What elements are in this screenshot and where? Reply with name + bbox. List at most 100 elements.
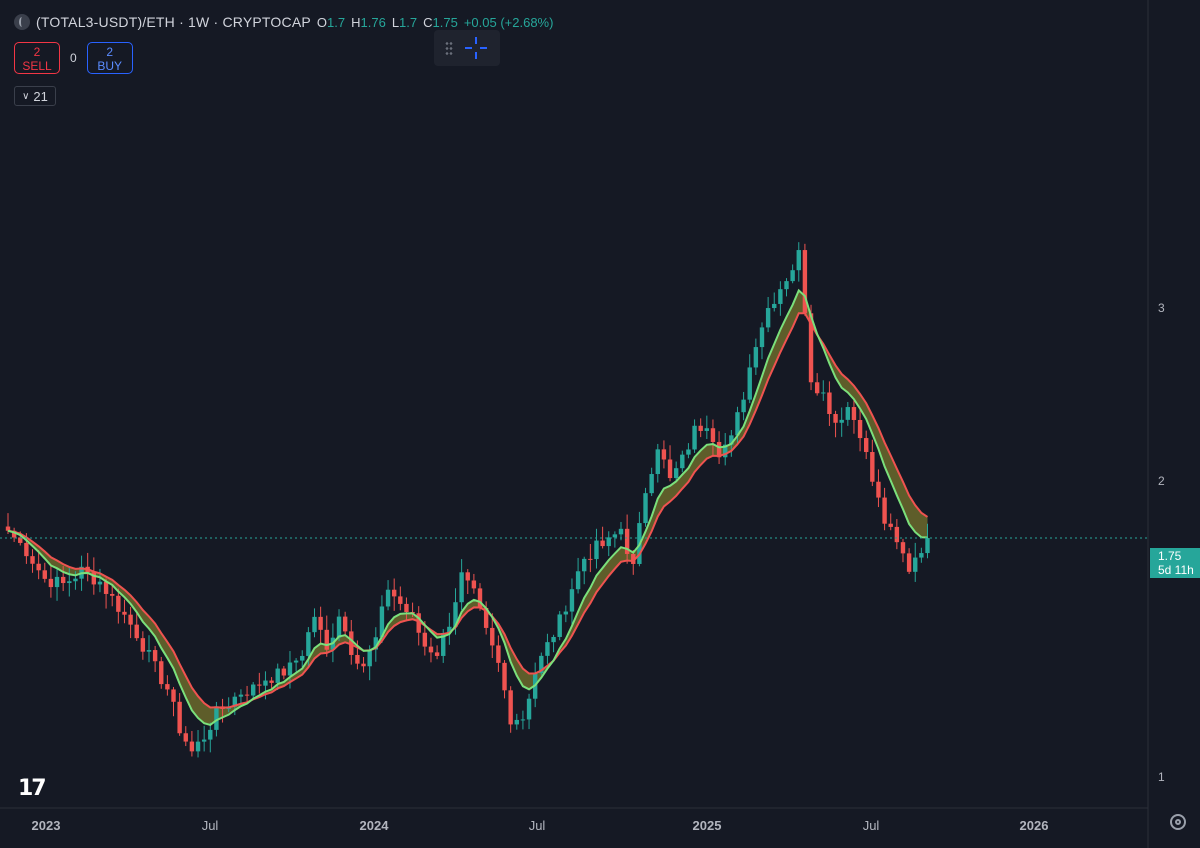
candle-body [772, 303, 777, 309]
candle-body [631, 553, 636, 564]
candle-body [759, 327, 765, 348]
candle [103, 578, 109, 609]
candle-body [520, 719, 526, 721]
ohlc-low: L1.7 [391, 14, 418, 30]
candle-body [244, 694, 250, 696]
ohlc-high: H1.76 [351, 14, 386, 30]
candle [526, 693, 532, 730]
candle-body [391, 589, 397, 597]
candle [67, 566, 72, 597]
candle [839, 407, 844, 437]
candle [723, 433, 728, 466]
time-tick-label: 2024 [360, 818, 390, 833]
candle-body [814, 382, 820, 394]
candle-body [594, 540, 599, 560]
candle [882, 487, 887, 531]
candle-body [263, 680, 268, 686]
candle [324, 615, 329, 657]
candle-body [655, 449, 660, 475]
indicators-toggle[interactable]: ∨ 21 [14, 86, 56, 106]
candle [790, 264, 795, 284]
candle [624, 514, 630, 564]
buy-button[interactable]: 2 BUY [86, 42, 133, 74]
candle [48, 565, 54, 598]
crosshair-icon[interactable] [463, 35, 489, 61]
candle [447, 612, 452, 645]
candle [900, 538, 906, 563]
candle [778, 281, 783, 316]
candle [269, 677, 274, 691]
candle-body [716, 441, 722, 458]
candle [349, 619, 354, 665]
candle-body [864, 438, 869, 453]
candle-body [618, 528, 624, 535]
candle [906, 548, 912, 575]
candle-body [5, 526, 11, 531]
candle [183, 726, 188, 747]
candle-body [441, 633, 446, 656]
symbol-title[interactable]: (TOTAL3-USDT)/ETH · 1W · CRYPTOCAP [36, 14, 311, 30]
candle-body [882, 497, 887, 524]
candle-body [796, 250, 801, 271]
candle-body [349, 631, 354, 655]
candle [244, 685, 250, 702]
gear-icon[interactable] [1170, 814, 1186, 830]
sell-button[interactable]: 2 SELL [14, 42, 60, 74]
candle [575, 557, 581, 594]
candle-body [36, 563, 41, 571]
candle [796, 242, 801, 282]
trade-panel: 2 SELL 0 2 BUY [14, 42, 133, 74]
candle-body [367, 649, 372, 667]
candle-body [238, 694, 244, 697]
candle [251, 682, 256, 699]
price-change: +0.05 (+2.68%) [463, 14, 554, 30]
candle-body [177, 701, 182, 734]
candle-body [545, 642, 550, 656]
candle [122, 599, 127, 624]
candle-body [42, 570, 47, 579]
candle-body [140, 638, 146, 652]
tradingview-logo-icon[interactable]: 17 [18, 776, 47, 801]
candle [85, 552, 90, 582]
drag-handle-icon[interactable] [445, 41, 453, 55]
candle-body [502, 662, 507, 691]
candle-body [318, 616, 323, 630]
candle-body [704, 428, 710, 431]
candle [42, 562, 47, 583]
candle [134, 613, 139, 641]
candle-body [483, 607, 489, 628]
candle-body [827, 392, 832, 415]
candle [765, 297, 771, 333]
candle [5, 513, 11, 534]
candle [195, 730, 201, 758]
time-tick-label: 2025 [693, 818, 722, 833]
candle-body [128, 614, 133, 625]
candle-body [563, 611, 569, 615]
candle [913, 542, 918, 582]
candle [864, 430, 869, 460]
candle-body [453, 602, 458, 627]
candle [814, 373, 820, 396]
candle-body [906, 553, 912, 572]
sell-label: SELL [22, 59, 52, 73]
candle-body [471, 580, 477, 589]
candle-body [300, 655, 305, 661]
candle [655, 443, 660, 483]
candle-body [649, 474, 654, 494]
time-tick-label: Jul [202, 818, 219, 833]
candle-body [48, 578, 54, 588]
candle [361, 657, 366, 673]
candle-body [355, 654, 360, 664]
candle-body [134, 624, 139, 639]
candle-body [257, 684, 262, 686]
candle-body [698, 425, 703, 431]
candle-body [379, 606, 385, 638]
candle [857, 408, 863, 452]
candle [612, 531, 618, 548]
candle-body [857, 419, 863, 439]
candle [416, 606, 421, 646]
candle [422, 621, 428, 656]
candle-body [582, 558, 587, 572]
ema-cloud [8, 290, 928, 725]
